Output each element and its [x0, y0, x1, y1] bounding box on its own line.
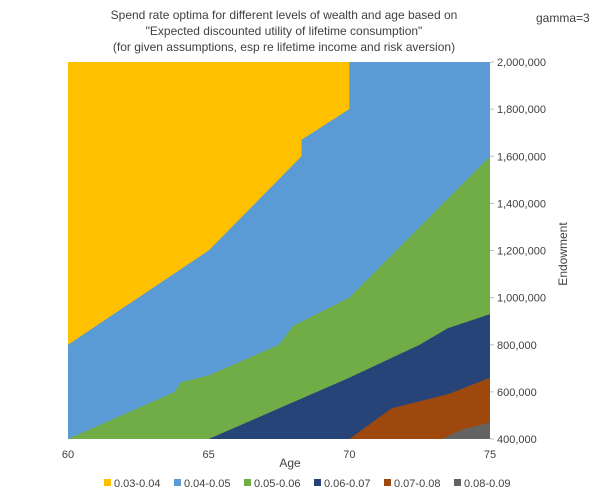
- y-tick-label: 1,600,000: [497, 151, 546, 163]
- contour-bands: [68, 62, 490, 439]
- x-tick-label: 70: [343, 449, 355, 461]
- legend-label: 0.05-0.06: [254, 478, 300, 490]
- legend-swatch-0.07-0.08: [384, 479, 391, 486]
- legend-swatch-0.08-0.09: [454, 479, 461, 486]
- band-0.08-0.09: [442, 422, 490, 439]
- y-tick-label: 600,000: [497, 387, 537, 399]
- y-axis-title: Endowment: [556, 222, 570, 286]
- y-tick-label: 1,000,000: [497, 293, 546, 305]
- legend-label: 0.06-0.07: [324, 478, 370, 490]
- x-axis-title: Age: [279, 456, 301, 470]
- legend-label: 0.04-0.05: [184, 478, 230, 490]
- x-tick-label: 75: [484, 449, 496, 461]
- y-tick-label: 800,000: [497, 340, 537, 352]
- legend-swatch-0.04-0.05: [174, 479, 181, 486]
- legend: 0.03-0.04 0.04-0.05 0.05-0.06 0.06-0.07 0.07…: [104, 478, 510, 490]
- legend-swatch-0.06-0.07: [314, 479, 321, 486]
- legend-swatch-0.03-0.04: [104, 479, 111, 486]
- chart-title: Spend rate optima for different levels o…: [111, 8, 458, 54]
- y-tick-label: 1,800,000: [497, 104, 546, 116]
- legend-swatch-0.05-0.06: [244, 479, 251, 486]
- band-0.07-0.08: [349, 377, 490, 439]
- y-tick-label: 400,000: [497, 434, 537, 446]
- title-line-3: (for given assumptions, esp re lifetime …: [113, 40, 455, 54]
- legend-label: 0.08-0.09: [464, 478, 510, 490]
- x-tick-label: 60: [62, 449, 74, 461]
- gamma-annotation: gamma=3: [536, 11, 590, 25]
- y-tick-label: 1,400,000: [497, 198, 546, 210]
- title-line-2: "Expected discounted utility of lifetime…: [146, 24, 423, 38]
- legend-label: 0.03-0.04: [114, 478, 160, 490]
- x-axis-ticks: 60 65 70 75: [62, 449, 496, 461]
- x-tick-label: 65: [203, 449, 215, 461]
- y-tick-label: 2,000,000: [497, 57, 546, 69]
- y-tick-label: 1,200,000: [497, 246, 546, 258]
- title-line-1: Spend rate optima for different levels o…: [111, 8, 458, 22]
- legend-label: 0.07-0.08: [394, 478, 440, 490]
- y-axis-ticks: 400,000 600,000 800,000 1,000,000 1,200,000 1…: [490, 57, 546, 446]
